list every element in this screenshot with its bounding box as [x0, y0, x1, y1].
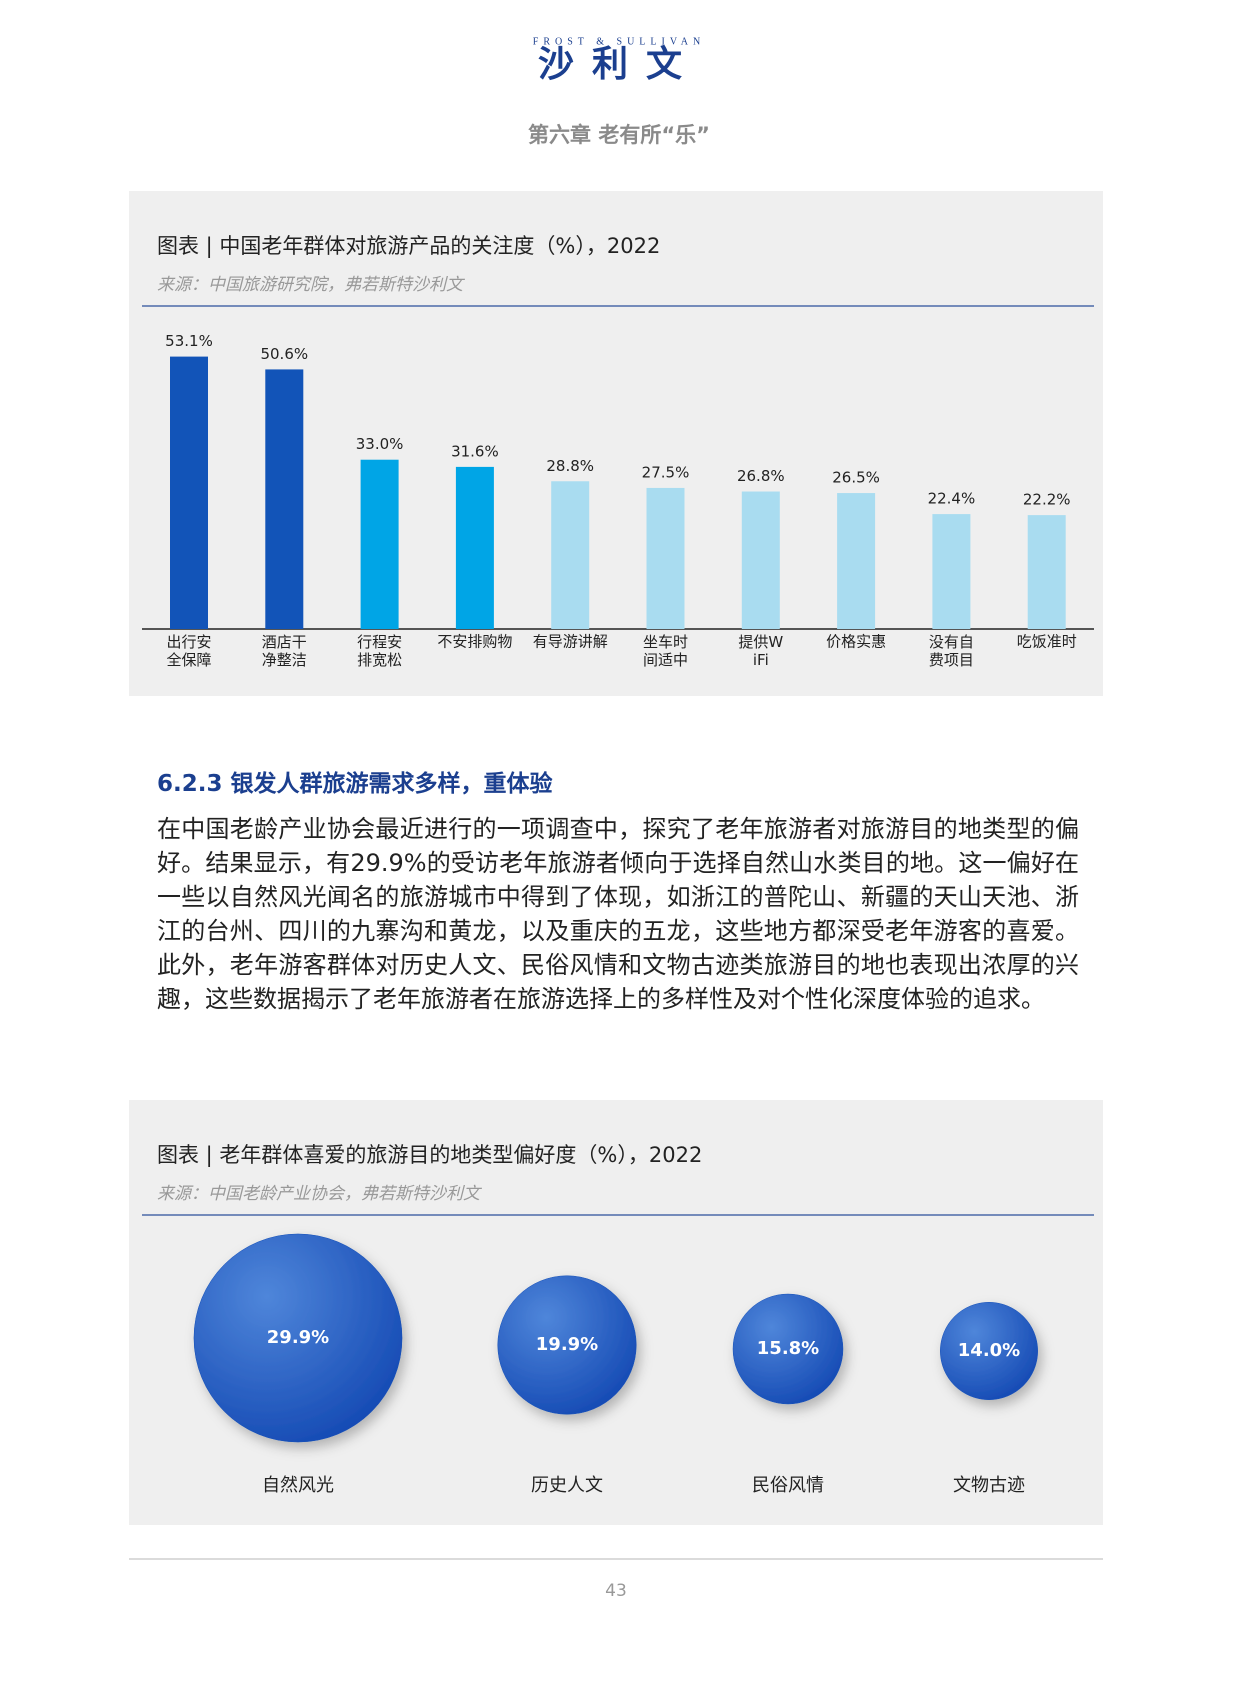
category-label: 不安排购物 [437, 633, 512, 651]
bar [265, 369, 304, 629]
bubble-value-label: 29.9% [267, 1327, 329, 1348]
bar-value-label: 28.8% [546, 457, 594, 475]
bubble [193, 1233, 403, 1443]
bar-value-label: 31.6% [451, 442, 499, 460]
bar [551, 481, 590, 629]
category-label: 吃饭准时 [1017, 633, 1077, 651]
page-number: 43 [605, 1581, 627, 1601]
category-label: 行程安排宽松 [357, 633, 402, 669]
category-label: 坐车时间适中 [643, 633, 688, 669]
bubble-value-label: 15.8% [757, 1338, 819, 1359]
bar-value-label: 27.5% [642, 463, 690, 481]
bar-value-label: 22.2% [1023, 491, 1071, 509]
bar-value-label: 33.0% [356, 435, 404, 453]
section-heading: 6.2.3 银发人群旅游需求多样，重体验 [157, 771, 553, 797]
bar [646, 487, 685, 629]
bar [1027, 515, 1066, 629]
bar-value-label: 50.6% [260, 345, 308, 363]
bar [170, 356, 208, 629]
brand-cn: 沙利文 [538, 44, 700, 85]
body-paragraph: 在中国老龄产业协会最近进行的一项调查中，探究了老年旅游者对旅游目的地类型的偏好。… [157, 815, 1079, 1013]
brand-en: FROST & SULLIVAN [533, 36, 705, 47]
bar [455, 466, 494, 629]
category-label: 自然风光 [262, 1475, 334, 1496]
category-label: 出行安全保障 [166, 633, 211, 669]
bar [932, 514, 971, 629]
chart-title: 图表 | 老年群体喜爱的旅游目的地类型偏好度（%），2022 [157, 1143, 702, 1168]
bar [741, 491, 780, 629]
bar-value-label: 53.1% [165, 332, 213, 350]
chart-title: 图表 | 中国老年群体对旅游产品的关注度（%），2022 [157, 234, 660, 259]
category-label: 没有自费项目 [929, 633, 974, 669]
chart-source: 来源：中国老龄产业协会，弗若斯特沙利文 [157, 1184, 483, 1204]
category-label: 提供W iFi [738, 633, 783, 669]
bubble [940, 1302, 1038, 1400]
bar [360, 459, 399, 629]
category-label: 有导游讲解 [533, 633, 608, 651]
bubble-value-label: 14.0% [958, 1340, 1020, 1361]
bar-value-label: 26.5% [832, 469, 880, 487]
bar [837, 493, 876, 629]
bubble [732, 1293, 844, 1405]
category-label: 历史人文 [531, 1475, 603, 1496]
category-label: 价格实惠 [826, 633, 886, 651]
bar-value-label: 22.4% [928, 490, 976, 508]
category-label: 酒店干净整洁 [262, 633, 307, 669]
chapter-title: 第六章 老有所“乐” [528, 123, 710, 147]
bubble [497, 1275, 637, 1415]
bar-value-label: 26.8% [737, 467, 785, 485]
chart-source: 来源：中国旅游研究院，弗若斯特沙利文 [157, 275, 466, 295]
category-label: 文物古迹 [953, 1475, 1025, 1496]
category-label: 民俗风情 [752, 1475, 824, 1496]
bubble-value-label: 19.9% [536, 1334, 598, 1355]
